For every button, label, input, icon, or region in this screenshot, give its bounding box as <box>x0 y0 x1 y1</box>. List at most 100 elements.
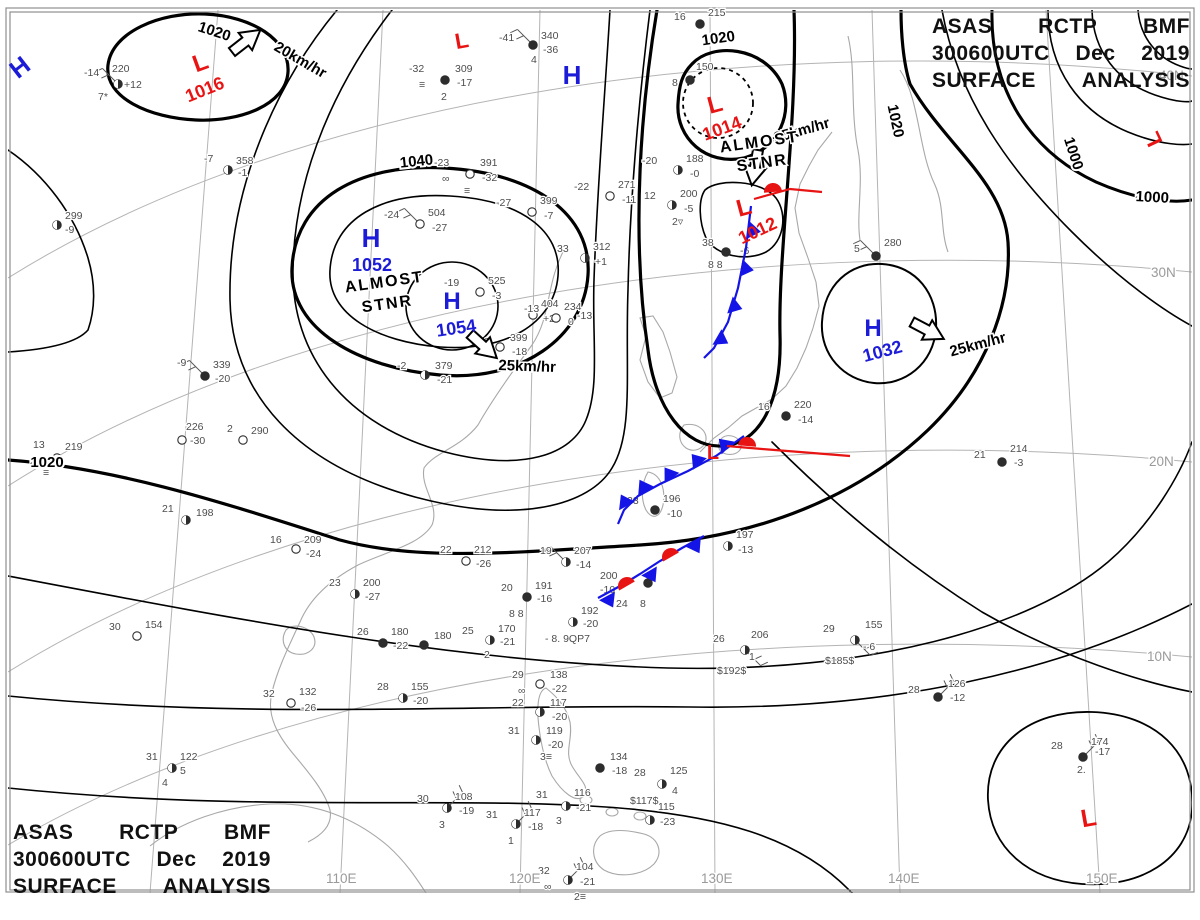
wind-barb-tick <box>949 673 955 682</box>
low-symbol: L <box>1079 803 1099 833</box>
station-value: 30 <box>417 793 429 805</box>
fronts <box>597 183 851 608</box>
coastline <box>579 795 593 805</box>
station-value: 200 <box>363 577 381 589</box>
station-plot: 28 174-17 2. <box>1050 733 1112 777</box>
wind-barb-tick <box>188 366 196 371</box>
station-symbol <box>419 640 429 650</box>
station-value: -5 <box>684 203 693 215</box>
station-value: 220 <box>112 63 130 75</box>
station-value: -18 <box>528 821 543 833</box>
station-value: 16 <box>674 11 686 23</box>
title-word: ANALYSIS <box>1081 69 1190 92</box>
speed-label: 20km/hr <box>271 38 329 82</box>
station-symbol-half <box>350 589 355 599</box>
front-line <box>753 187 823 201</box>
low-pressure-center: L <box>453 27 471 54</box>
station-value: 108 <box>455 791 473 803</box>
station-value: 3 <box>556 815 562 827</box>
station-value: 31 <box>508 725 520 737</box>
station-symbol-half <box>673 165 678 175</box>
isobar <box>8 10 1010 556</box>
station-value: 126 <box>948 678 966 690</box>
station-symbol <box>595 763 605 773</box>
station-symbol-half <box>485 635 490 645</box>
station-value: ≡ <box>464 185 470 197</box>
station-value: 170 <box>498 623 516 635</box>
meridian-line <box>519 10 541 893</box>
latitude-label: 30N <box>1151 265 1176 280</box>
station-value: 116 <box>574 787 591 799</box>
station-value: 2▿ <box>672 216 684 228</box>
title-word: RCTP <box>119 821 179 844</box>
station-value: -1 <box>238 167 247 179</box>
station-value: 290 <box>251 425 269 437</box>
station-plot: 28 125 4 <box>633 764 689 799</box>
station-value: 200 <box>680 188 698 200</box>
station-value: -36 <box>543 44 558 56</box>
station-symbol <box>871 251 881 261</box>
isobar-value-label: 1040 <box>399 151 434 171</box>
station-value: -26 <box>301 702 316 714</box>
station-plot: 32 132 -26 <box>262 685 318 716</box>
wind-barb-tick <box>403 214 411 219</box>
low-pressure-center: L <box>1079 803 1099 833</box>
longitude-label: 130E <box>701 871 733 886</box>
station-value: -9 <box>65 224 74 236</box>
pressure-value: 1052 <box>352 255 392 275</box>
station-symbol-half <box>561 557 566 567</box>
frame-line <box>5 7 1195 893</box>
station-value: 2≡ <box>574 891 586 903</box>
wind-barb-tick <box>509 28 518 34</box>
station-value: 32 <box>263 688 275 700</box>
station-value: - 6 <box>863 641 875 653</box>
station-value: 4 <box>531 54 537 66</box>
cold-front <box>703 205 761 359</box>
station-value: 2 <box>484 649 490 661</box>
station-value: 8 8 <box>509 608 524 620</box>
almost-stnr-label: STNR <box>736 151 789 175</box>
station-symbol <box>461 556 471 566</box>
wind-barb-tick <box>1088 740 1093 748</box>
station-value: 24 <box>616 598 628 610</box>
station-value: 8 <box>672 77 678 89</box>
station-value: 8 8 <box>708 259 723 271</box>
title-word: RCTP <box>1038 15 1098 38</box>
isobar <box>405 261 499 351</box>
station-value: 2 <box>441 91 447 103</box>
isobar-value-label: 1020 <box>30 454 63 471</box>
station-symbol <box>200 371 210 381</box>
station-plot: -19 525 -3 <box>443 274 507 304</box>
station-value: 122 <box>180 751 198 763</box>
station-value: 206 <box>751 629 769 641</box>
wind-barb-tick <box>516 35 524 40</box>
station-plot: -27 399 -7 <box>495 194 559 224</box>
station-value: -3 <box>492 290 501 302</box>
station-value: 280 <box>884 237 902 249</box>
station-value: 3≡ <box>540 751 552 763</box>
isobar <box>8 441 1192 670</box>
station-symbol-half <box>442 803 447 813</box>
station-value: 7* <box>98 91 108 103</box>
isobar <box>8 149 95 353</box>
station-plot: 21 214 -3 <box>973 442 1029 471</box>
isobar <box>987 711 1192 886</box>
station-symbol <box>177 435 187 445</box>
low-symbol: L <box>707 442 719 464</box>
cold-front-triangle-icon <box>638 479 654 496</box>
station-plot: 16 220 -14 <box>757 398 815 428</box>
station-value: 358 <box>236 155 254 167</box>
station-value: -22 <box>574 181 589 193</box>
station-value: 339 <box>213 359 231 371</box>
station-value: -14 <box>576 559 591 571</box>
station-plot: -23 391 -32 ≡ ∞ <box>433 156 499 199</box>
station-plot: 29 155 - 6 $185$ <box>822 618 884 669</box>
station-value: 134 <box>610 751 628 763</box>
station-value: -11 <box>622 194 637 206</box>
title-word: ASAS <box>932 15 993 38</box>
station-symbol-half <box>645 815 650 825</box>
title-word: 300600UTC <box>932 42 1050 65</box>
